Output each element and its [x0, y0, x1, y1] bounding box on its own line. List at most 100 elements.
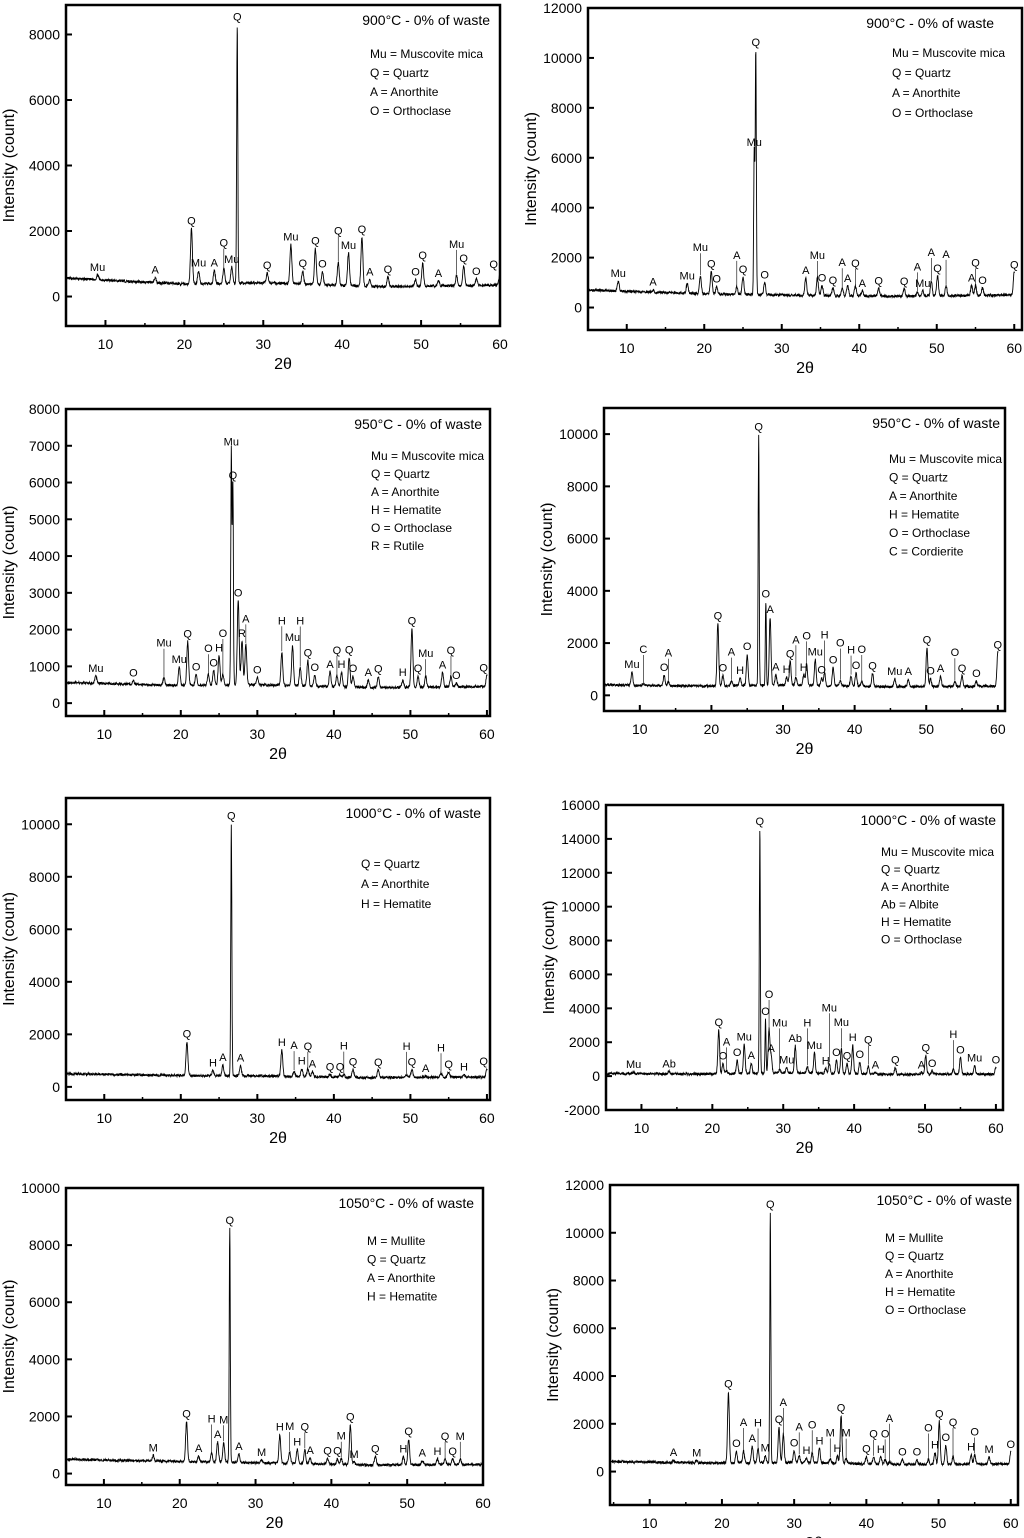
peak-label: H: [833, 1443, 841, 1455]
peak-label: A: [237, 1052, 245, 1064]
x-tick-label: 20: [704, 721, 720, 737]
y-tick-label: 6000: [573, 1320, 604, 1336]
x-tick-label: 20: [696, 340, 712, 356]
peak-label: R: [238, 628, 246, 640]
x-axis-label: 2θ: [266, 1515, 284, 1532]
legend-entry: Mu = Muscovite mica: [889, 452, 1002, 466]
peak-label: Q: [334, 225, 343, 237]
x-axis-label: 2θ: [805, 1535, 823, 1538]
peak-label: Q: [949, 1417, 958, 1429]
peak-label: M: [350, 1449, 359, 1461]
peak-label: Q: [444, 1059, 453, 1071]
x-tick-label: 60: [492, 336, 508, 352]
peak-label: A: [740, 1417, 748, 1429]
y-tick-label: 6000: [551, 150, 582, 166]
peak-label: O: [928, 1058, 937, 1070]
peak-label: H: [460, 1061, 468, 1073]
y-tick-label: 5000: [29, 511, 60, 527]
panel-title: 900°C - 0% of waste: [362, 12, 490, 28]
x-tick-label: 40: [324, 1495, 340, 1511]
panel-title: 1000°C - 0% of waste: [345, 805, 481, 821]
peak-label: Q: [869, 1429, 878, 1441]
peak-label: O: [790, 1438, 799, 1450]
peak-label: Q: [933, 263, 942, 275]
peak-label: A: [968, 273, 976, 285]
x-tick-label: 50: [931, 1515, 947, 1531]
x-tick-label: 30: [255, 336, 271, 352]
y-tick-label: 8000: [29, 401, 60, 417]
legend-entry: Mu = Muscovite mica: [371, 449, 484, 463]
y-tick-label: 0: [52, 1079, 60, 1095]
x-tick-label: 50: [399, 1495, 415, 1511]
peak-label: H: [803, 1017, 811, 1029]
x-tick-label: 40: [859, 1515, 875, 1531]
peak-label: Q: [1010, 260, 1019, 272]
y-tick-label: 3000: [29, 585, 60, 601]
peak-label: O: [209, 657, 218, 669]
y-tick-label: 2000: [573, 1416, 604, 1432]
x-tick-label: 10: [96, 1495, 112, 1511]
peak-label: Q: [714, 610, 723, 622]
y-tick-label: 4000: [29, 158, 60, 174]
y-tick-label: 8000: [551, 100, 582, 116]
legend-entry: O = Orthoclase: [371, 521, 452, 535]
peak-label: M: [149, 1442, 158, 1454]
y-tick-label: 0: [590, 687, 598, 703]
legend-entry: H = Hematite: [367, 1290, 438, 1304]
y-tick-label: 2000: [29, 1026, 60, 1042]
peak-label: A: [886, 1413, 894, 1425]
peak-label: O: [858, 644, 867, 656]
peak-label: Q: [323, 1445, 332, 1457]
plot-frame: [608, 1183, 1020, 1507]
peak-label: H: [209, 1057, 217, 1069]
x-tick-label: 50: [918, 721, 934, 737]
y-tick-label: 8000: [573, 1273, 604, 1289]
peak-label: H: [296, 615, 304, 627]
peak-label: H: [437, 1042, 445, 1054]
peak-label: M: [826, 1427, 835, 1439]
peak-label: Q: [346, 1412, 355, 1424]
peak-label: Q: [220, 238, 229, 250]
x-axis-label: 2θ: [796, 1140, 814, 1157]
peak-label: H: [847, 645, 855, 657]
peak-label: H: [399, 1443, 407, 1455]
x-tick-label: 50: [403, 726, 419, 742]
legend-entry: Mu = Muscovite mica: [370, 47, 483, 61]
x-tick-label: 30: [775, 721, 791, 737]
peak-label: Q: [843, 1051, 852, 1063]
peak-label: A: [649, 277, 657, 289]
peak-label: O: [808, 1419, 817, 1431]
peak-label: Q: [754, 422, 763, 434]
peak-label: O: [992, 1054, 1001, 1066]
peak-label: O: [818, 273, 827, 285]
peak-label: A: [211, 257, 219, 269]
panel-title: 1000°C - 0% of waste: [860, 812, 996, 828]
plot-frame: [64, 796, 492, 1102]
peak-label: A: [151, 265, 159, 277]
peak-label: Q: [766, 1199, 775, 1211]
panel-title: 1050°C - 0% of waste: [338, 1195, 474, 1211]
peak-label: A: [723, 1036, 731, 1048]
peak-label: Q: [333, 645, 342, 657]
peak-label: O: [733, 1047, 742, 1059]
peak-label: O: [836, 638, 845, 650]
peak-label: Mu: [449, 239, 464, 251]
peak-label: Q: [418, 250, 427, 262]
y-tick-label: 10000: [561, 899, 600, 915]
peak-label: Q: [263, 260, 272, 272]
y-tick-label: 8000: [29, 869, 60, 885]
y-tick-label: 4000: [551, 200, 582, 216]
peak-label: Q: [707, 258, 716, 270]
y-tick-label: 6000: [29, 1294, 60, 1310]
peak-label: O: [762, 589, 771, 601]
peak-label: H: [783, 664, 791, 676]
legend-entry: Q = Quartz: [881, 863, 940, 877]
peak-label: Q: [183, 628, 192, 640]
peak-label: O: [349, 663, 358, 675]
peak-label: A: [326, 659, 334, 671]
peak-label: Q: [182, 1409, 191, 1421]
peak-label: O: [898, 1447, 907, 1459]
peak-label: Q: [935, 1408, 944, 1420]
peak-label: O: [832, 1047, 841, 1059]
